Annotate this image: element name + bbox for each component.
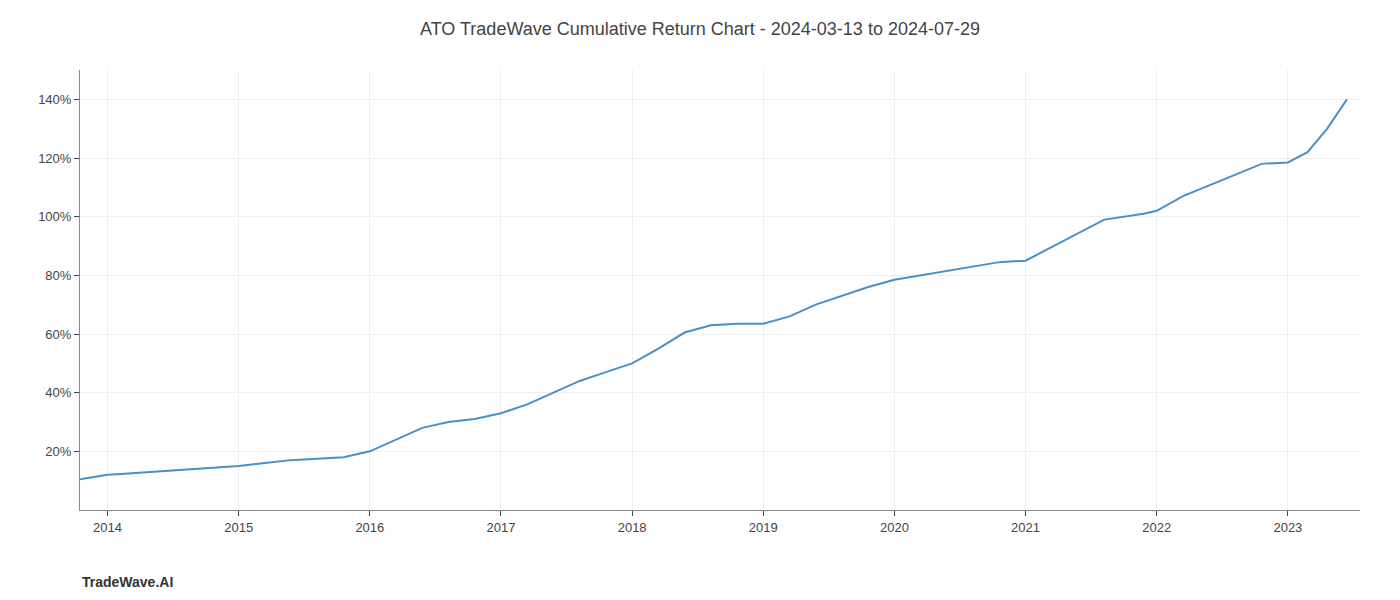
svg-text:20%: 20% xyxy=(45,444,71,459)
svg-text:2017: 2017 xyxy=(487,520,516,535)
svg-text:2022: 2022 xyxy=(1142,520,1171,535)
svg-text:2018: 2018 xyxy=(618,520,647,535)
svg-text:ATO TradeWave Cumulative Retur: ATO TradeWave Cumulative Return Chart - … xyxy=(420,19,980,39)
svg-text:2020: 2020 xyxy=(880,520,909,535)
svg-text:2021: 2021 xyxy=(1011,520,1040,535)
svg-text:80%: 80% xyxy=(45,268,71,283)
svg-text:40%: 40% xyxy=(45,385,71,400)
svg-text:2014: 2014 xyxy=(93,520,122,535)
svg-text:2023: 2023 xyxy=(1273,520,1302,535)
svg-text:60%: 60% xyxy=(45,327,71,342)
svg-text:TradeWave.AI: TradeWave.AI xyxy=(82,574,173,590)
svg-text:2019: 2019 xyxy=(749,520,778,535)
svg-text:2016: 2016 xyxy=(355,520,384,535)
svg-text:100%: 100% xyxy=(38,209,72,224)
svg-text:120%: 120% xyxy=(38,151,72,166)
svg-text:2015: 2015 xyxy=(224,520,253,535)
svg-text:140%: 140% xyxy=(38,92,72,107)
